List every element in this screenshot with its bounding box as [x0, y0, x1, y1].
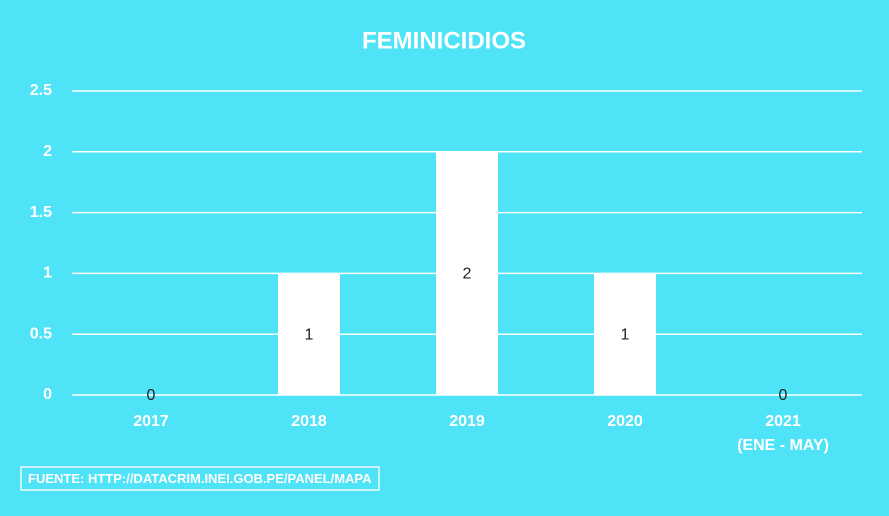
- data-label: 2: [463, 266, 472, 283]
- data-label: 0: [779, 387, 788, 404]
- bar: [594, 273, 656, 395]
- y-tick-label: 2.5: [30, 82, 52, 99]
- y-tick-label: 0.5: [30, 325, 52, 342]
- chart-title: FEMINICIDIOS: [362, 27, 526, 54]
- x-tick-label: 2017: [133, 413, 169, 430]
- x-tick-label: 2018: [291, 413, 327, 430]
- source-note: FUENTE: HTTP://DATACRIM.INEI.GOB.PE/PANE…: [20, 466, 380, 491]
- bar: [278, 273, 340, 395]
- data-label: 1: [305, 326, 314, 343]
- data-label: 1: [621, 326, 630, 343]
- y-tick-label: 1.5: [30, 204, 52, 221]
- y-tick-label: 0: [43, 386, 52, 403]
- data-label: 0: [147, 387, 156, 404]
- bar: [436, 151, 498, 395]
- x-tick-label: 2021 (ENE - MAY): [737, 413, 829, 454]
- x-tick-label: 2020: [607, 413, 643, 430]
- y-tick-label: 2: [43, 143, 52, 160]
- y-tick-label: 1: [43, 265, 52, 282]
- x-tick-label: 2019: [449, 413, 485, 430]
